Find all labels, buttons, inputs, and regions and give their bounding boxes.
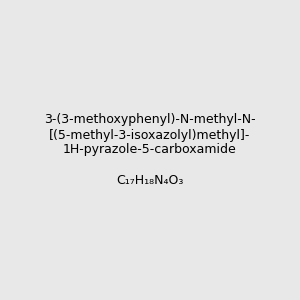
Text: 3-(3-methoxyphenyl)-N-methyl-N-
[(5-methyl-3-isoxazolyl)methyl]-
1H-pyrazole-5-c: 3-(3-methoxyphenyl)-N-methyl-N- [(5-meth… xyxy=(44,113,256,187)
